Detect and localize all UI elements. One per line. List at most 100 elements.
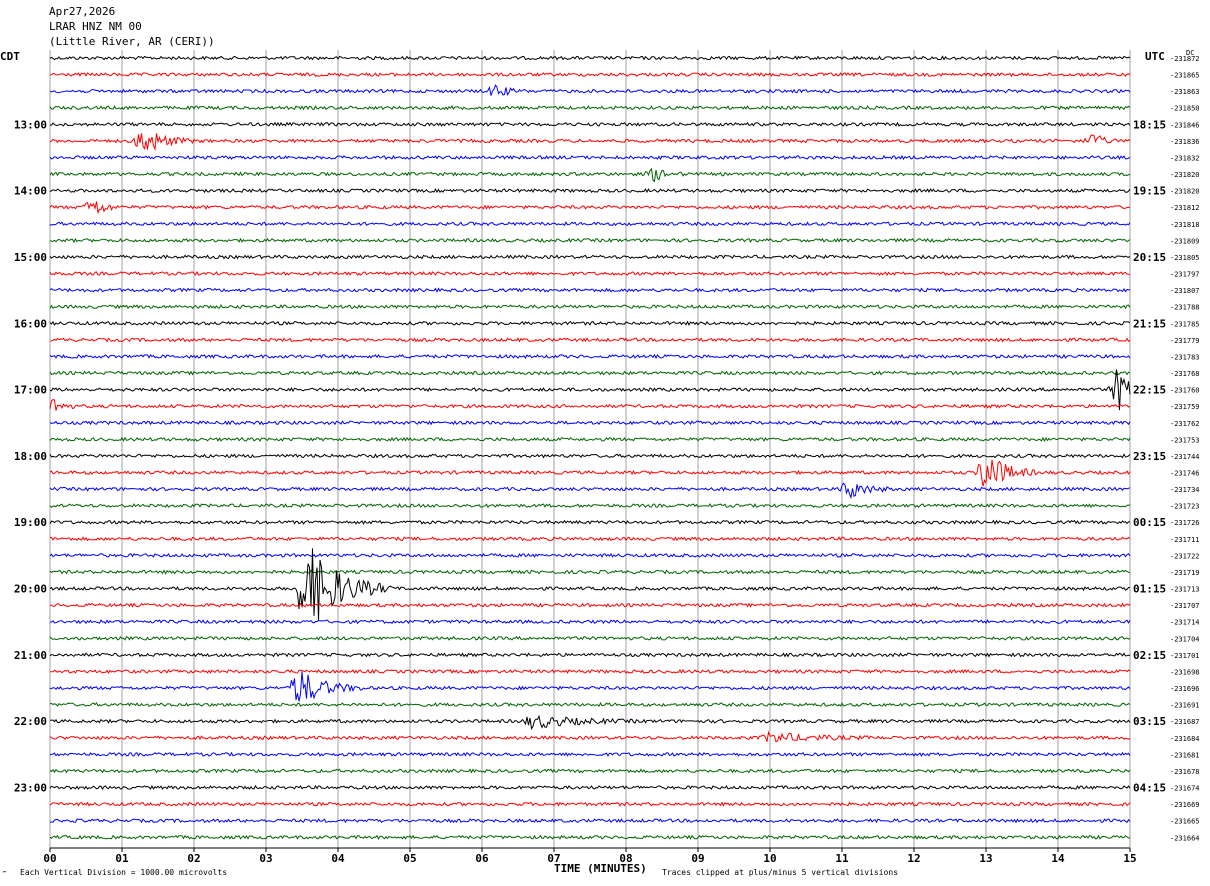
right-time-label: 03:15 [1133,715,1166,728]
dc-offset-label: -231820 [1170,171,1200,179]
dc-offset-label: -231785 [1170,320,1200,328]
dc-offset-label: -231865 [1170,72,1200,80]
left-timezone-label: CDT [0,50,20,63]
dc-offset-label: -231850 [1170,105,1200,113]
trace-row [49,320,1131,327]
right-time-label: 21:15 [1133,317,1166,330]
dc-offset-label: -231807 [1170,287,1200,295]
dc-offset-label: -231701 [1170,652,1200,660]
header-date: Apr27,2026 [49,5,116,18]
trace-row [49,105,1131,111]
x-tick-label: 00 [43,852,56,865]
dc-offset-label: -231846 [1170,121,1200,129]
trace-row [49,353,1131,360]
clip-note: Traces clipped at plus/minus 5 vertical … [662,868,899,877]
trace-row [49,370,1131,376]
trace-row [49,154,1131,161]
trace-row [49,270,1131,277]
dc-offset-label: -231698 [1170,668,1200,676]
left-time-label: 23:00 [14,782,47,795]
dc-offset-label: -231704 [1170,635,1200,643]
dc-offset-label: -231746 [1170,470,1200,478]
x-tick-labels: 00 01 02 03 04 05 06 07 08 09 10 11 12 13 14 15 [43,852,1136,865]
dc-offset-label: -231768 [1170,370,1200,378]
trace-row [49,548,1131,621]
trace-row [49,369,1131,411]
left-time-label: 17:00 [14,384,47,397]
left-time-label: 20:00 [14,583,47,596]
x-tick-label: 04 [331,852,345,865]
dc-offset-label: -231665 [1170,818,1200,826]
dc-offset-label: -231779 [1170,337,1200,345]
dc-offset-label: -231719 [1170,569,1200,577]
right-time-label: 04:15 [1133,782,1166,795]
dc-offset-label: -231678 [1170,768,1200,776]
trace-row [49,237,1131,244]
trace-row [49,701,1131,708]
left-time-label: 14:00 [14,185,47,198]
dc-offset-label: -231788 [1170,304,1200,312]
header-station: LRAR HNZ NM 00 [49,20,142,33]
dc-offset-label: -231723 [1170,503,1200,511]
trace-row [49,784,1131,791]
trace-row [49,536,1131,542]
dc-offset-label: -231818 [1170,221,1200,229]
dc-offset-label: -231687 [1170,718,1200,726]
x-tick-label: 01 [115,852,129,865]
right-time-label: 18:15 [1133,118,1166,131]
trace-row [49,714,1131,731]
right-time-label: 23:15 [1133,450,1166,463]
trace-row [49,619,1131,625]
trace-row [49,635,1131,641]
dc-offset-label: -231812 [1170,204,1200,212]
dc-offset-label: -231691 [1170,702,1200,710]
dc-offset-label: -231762 [1170,420,1200,428]
left-time-label: 19:00 [14,516,47,529]
dc-offset-label: -231714 [1170,619,1200,627]
dc-offset-label: -231664 [1170,834,1200,842]
right-time-label: 19:15 [1133,185,1166,198]
dc-offset-label: -231783 [1170,353,1200,361]
left-time-labels: 13:00 14:00 15:00 16:00 17:00 18:00 19:00 20:00… [14,118,47,794]
dc-offset-label: -231759 [1170,403,1200,411]
right-timezone-label: UTC [1145,50,1165,63]
dc-offset-labels: -231872 -231865 -231863 -231850 -231846 -2318… [1170,55,1200,842]
trace-row [49,730,1131,743]
dc-offset-label: -231696 [1170,685,1200,693]
header-location: (Little River, AR (CERI)) [49,35,215,48]
right-time-label: 22:15 [1133,384,1166,397]
trace-row [49,552,1131,558]
dc-offset-label: -231707 [1170,602,1200,610]
dc-label: DC [1186,49,1195,57]
trace-row [49,768,1131,774]
dc-offset-label: -231872 [1170,55,1200,63]
vertical-gridlines [49,50,1131,852]
dc-offset-label: -231711 [1170,536,1200,544]
x-tick-label: 07 [547,852,560,865]
dc-offset-label: -231722 [1170,552,1200,560]
x-tick-label: 05 [403,852,416,865]
trace-row [49,121,1131,127]
trace-row [49,221,1131,227]
trace-row [49,436,1131,443]
right-time-label: 20:15 [1133,251,1166,264]
trace-row [49,398,1131,411]
dc-offset-label: -231744 [1170,453,1200,461]
left-time-label: 13:00 [14,118,47,131]
dc-offset-label: -231805 [1170,254,1200,262]
trace-row [49,668,1131,675]
trace-row [50,602,1131,608]
x-tick-label: 09 [691,852,704,865]
x-tick-label: 02 [187,852,200,865]
dc-offset-label: -231797 [1170,271,1200,279]
left-time-label: 21:00 [14,649,47,662]
dc-offset-label: -231674 [1170,785,1200,793]
trace-row [49,801,1131,807]
right-time-label: 02:15 [1133,649,1166,662]
trace-row [49,818,1131,824]
trace-row [49,287,1131,293]
corner-mark: ‴ [2,870,7,879]
trace-row [49,84,1131,96]
x-tick-label: 08 [619,852,632,865]
trace-row [49,453,1131,459]
